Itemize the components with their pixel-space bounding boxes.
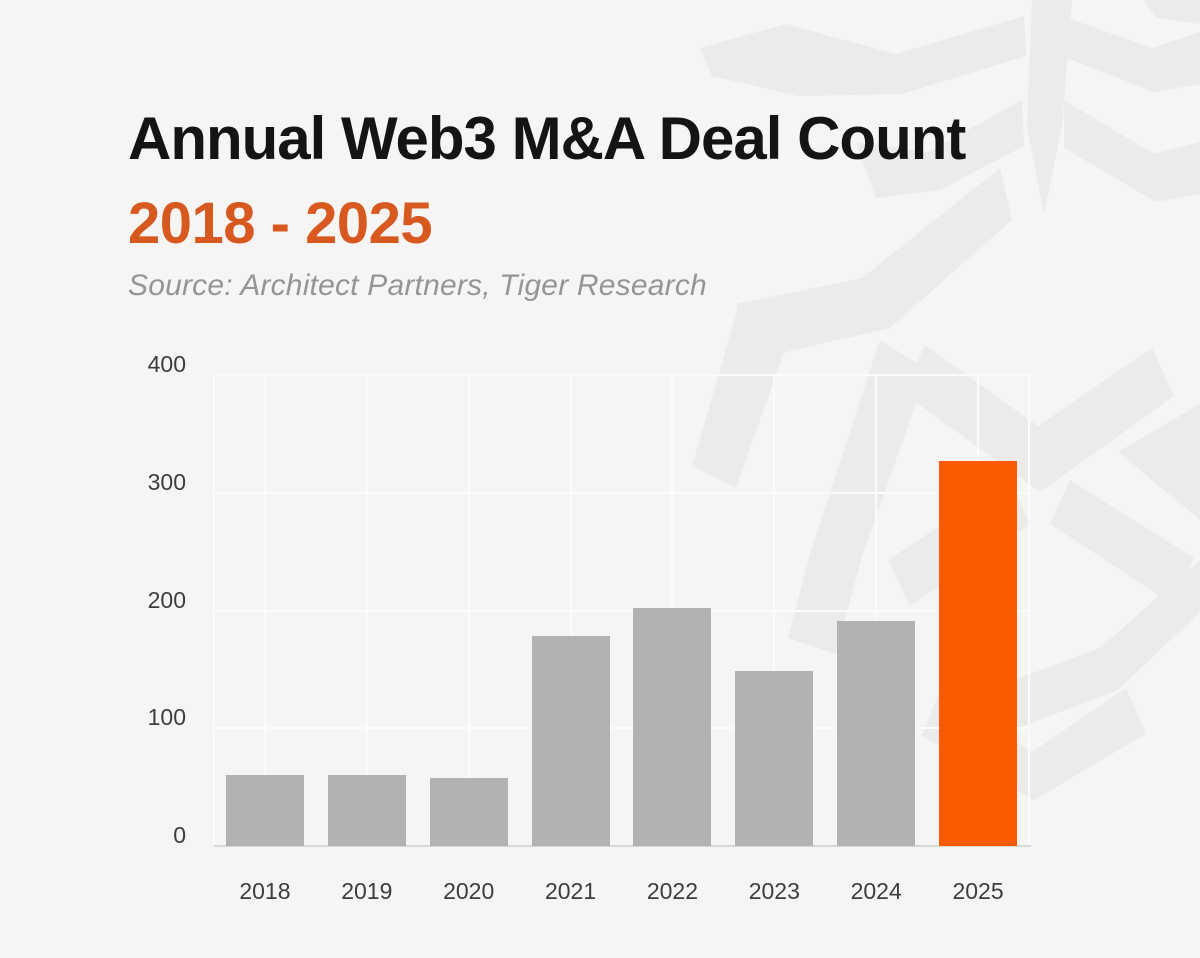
y-gridline-200	[214, 609, 1031, 612]
x-axis-label-2019: 2019	[341, 878, 393, 904]
plot-right-border	[1028, 375, 1030, 846]
y-tick-label-400: 400	[147, 351, 186, 377]
x-axis-label-2024: 2024	[850, 878, 902, 904]
x-axis-label-2021: 2021	[544, 878, 597, 904]
x-gridline-2020	[467, 375, 470, 846]
y-gridline-300	[214, 491, 1031, 494]
bar-2025	[939, 461, 1018, 846]
bar-2024	[837, 621, 916, 846]
x-gridline-2024	[875, 375, 878, 846]
x-axis-label-2025: 2025	[952, 878, 1004, 904]
bar-2019	[327, 775, 406, 846]
page-title: Annual Web3 M&A Deal Count	[128, 105, 966, 172]
source-caption: Source: Architect Partners, Tiger Resear…	[128, 269, 707, 302]
y-gridline-400	[214, 374, 1031, 376]
bar-2020	[429, 778, 508, 846]
y-tick-label-100: 100	[147, 704, 186, 731]
bar-2022	[633, 608, 712, 846]
x-axis-label-2020: 2020	[443, 878, 495, 904]
y-tick-label-200: 200	[147, 586, 186, 613]
x-axis-label-2018: 2018	[239, 878, 291, 904]
x-gridline-2018	[263, 375, 266, 846]
x-axis-label-2022: 2022	[646, 878, 699, 904]
y-tick-label-300: 300	[147, 468, 186, 495]
x-axis-baseline	[214, 845, 1031, 847]
page-subtitle-year-range: 2018 - 2025	[128, 191, 433, 256]
bar-2023	[735, 671, 814, 846]
y-tick-label-0: 0	[173, 822, 186, 848]
x-axis-label-2023: 2023	[748, 878, 800, 904]
plot-left-border	[213, 375, 215, 846]
x-gridline-2021	[569, 375, 572, 846]
bar-2018	[225, 775, 304, 846]
x-gridline-2023	[773, 375, 776, 846]
bar-2021	[531, 636, 610, 846]
x-gridline-2019	[365, 375, 368, 846]
y-gridline-100	[214, 727, 1031, 730]
